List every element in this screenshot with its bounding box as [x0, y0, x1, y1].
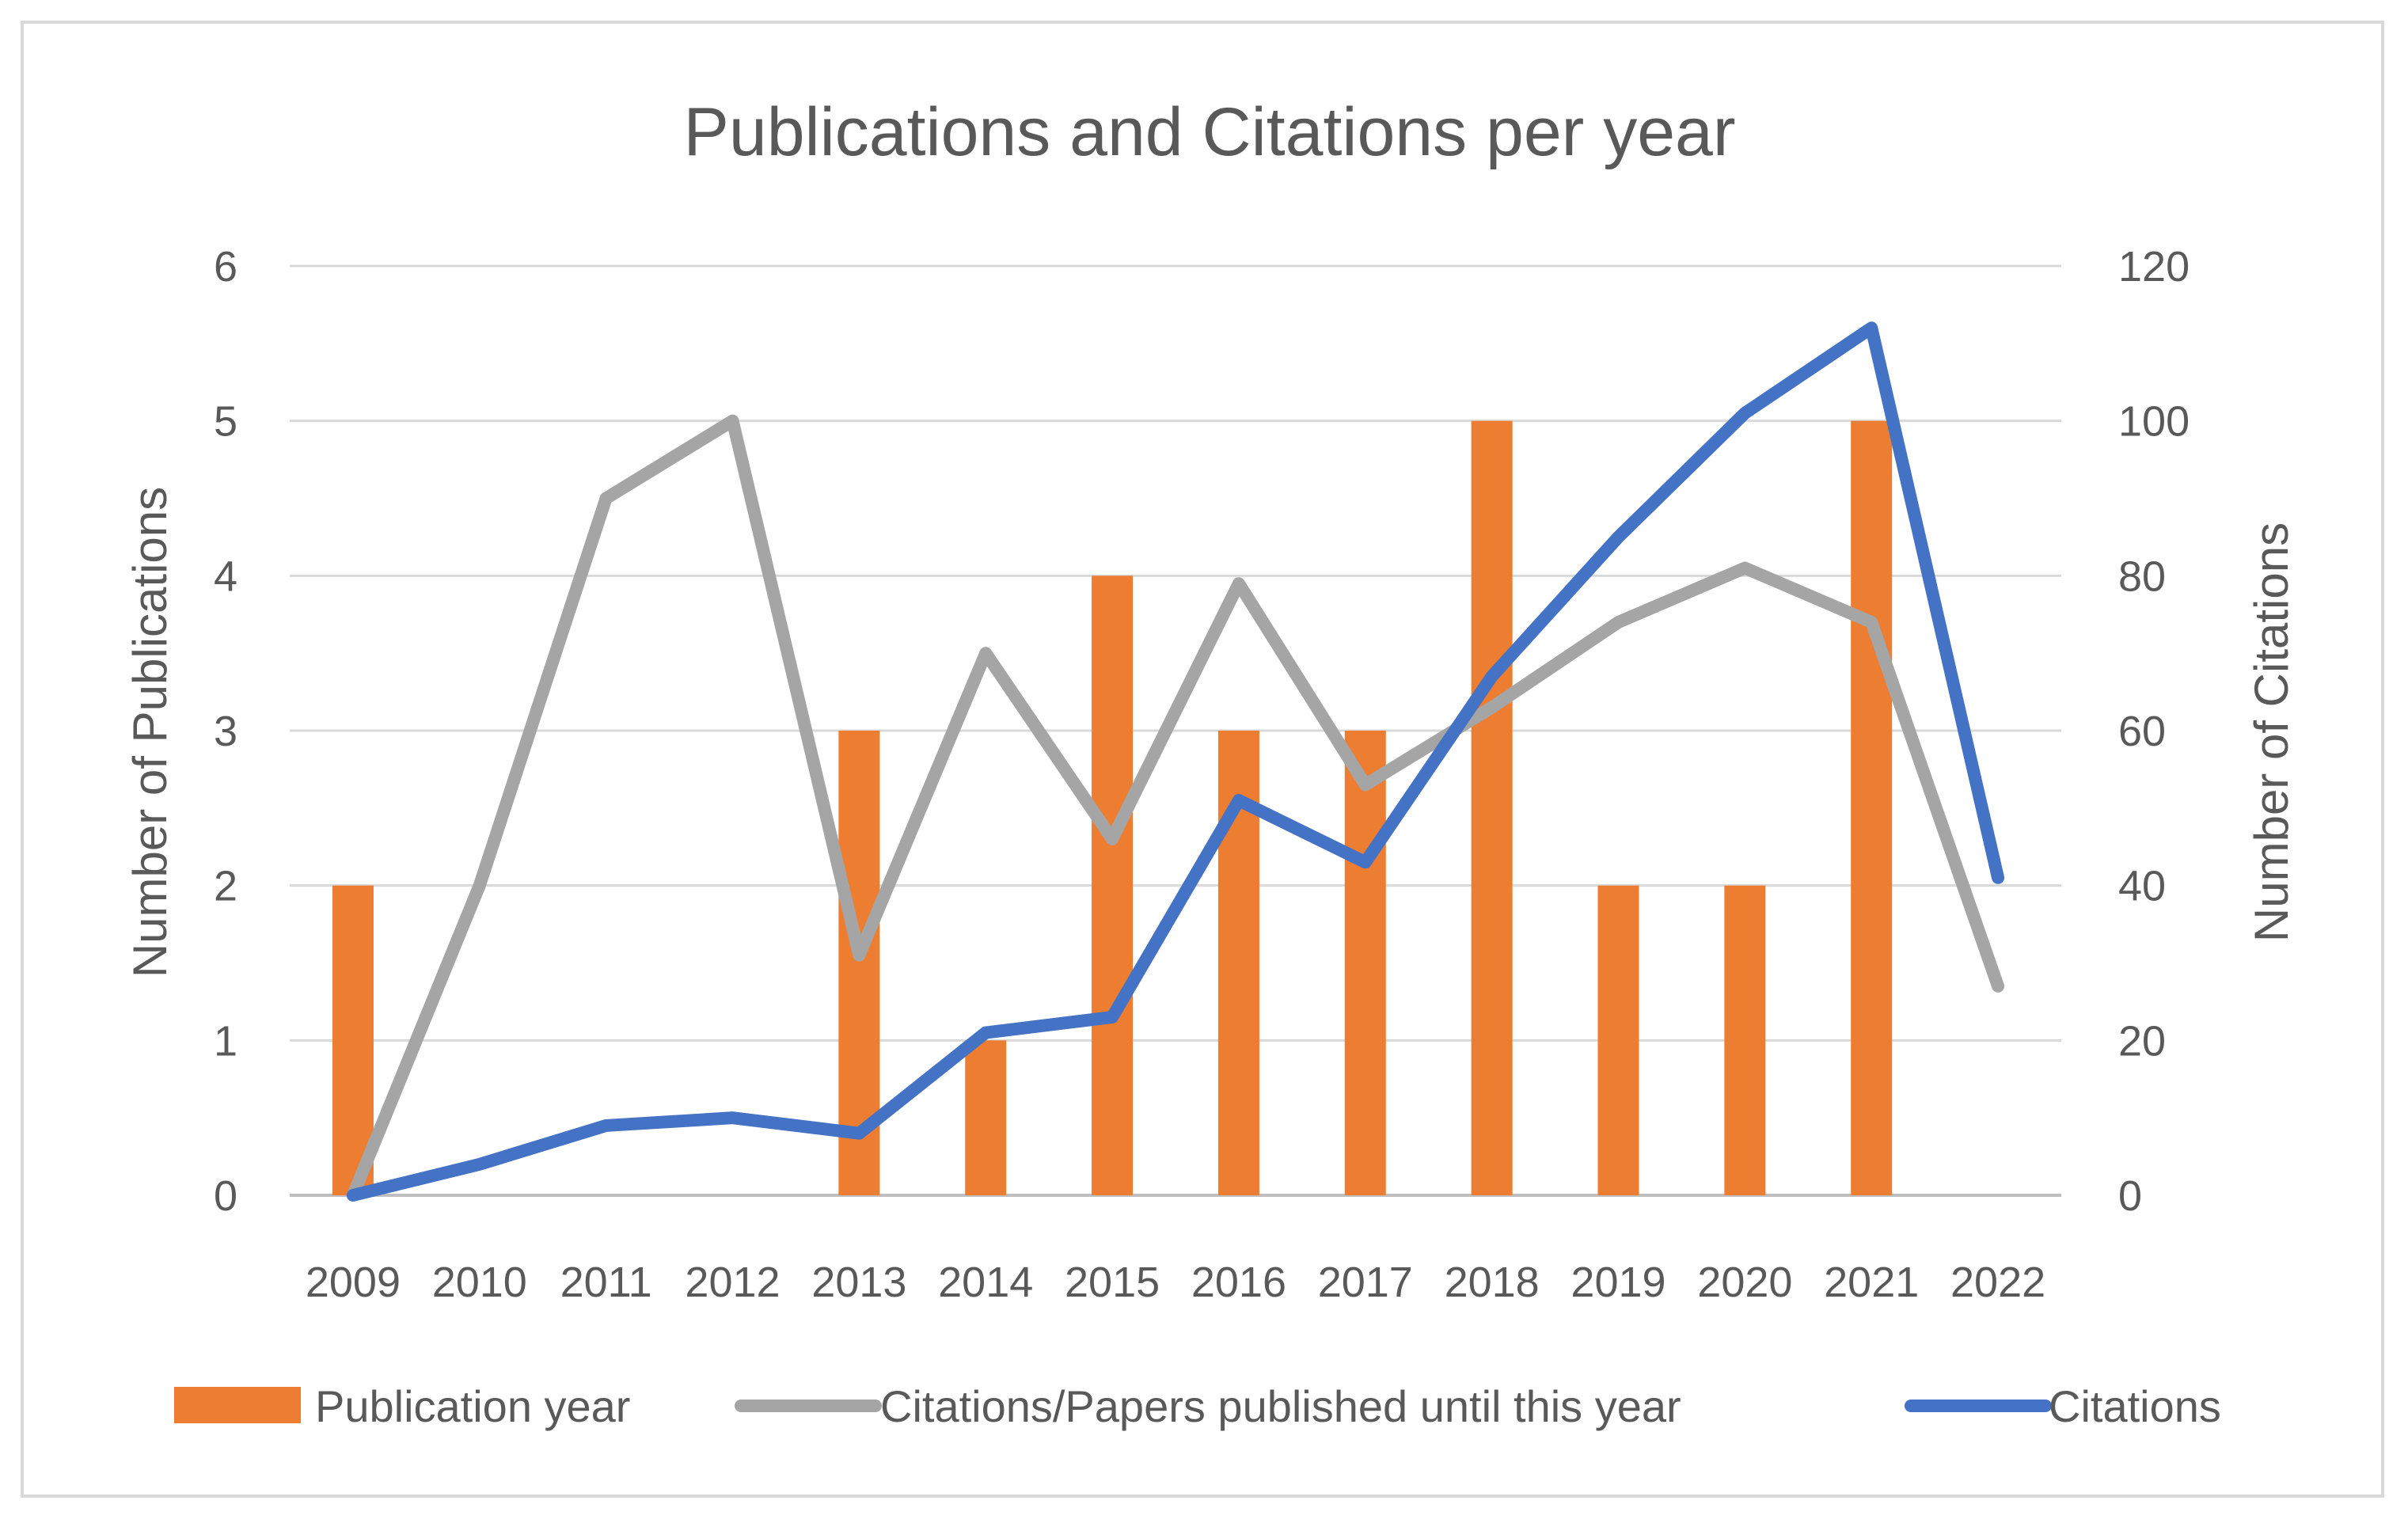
left-tick-label: 3 [214, 708, 237, 755]
y-axis-title-right: Number of Citations [2245, 522, 2298, 942]
right-tick-label: 80 [2118, 553, 2166, 600]
left-axis-ticks: 0 1 2 3 4 5 6 [214, 243, 237, 1220]
left-tick-label: 2 [214, 863, 237, 910]
bar [1344, 731, 1386, 1195]
x-tick-label: 2020 [1697, 1259, 1792, 1306]
legend-label: Citations/Papers published until this ye… [880, 1381, 1681, 1431]
legend-label: Citations [2049, 1381, 2221, 1431]
bar [965, 1040, 1007, 1195]
x-tick-label: 2021 [1824, 1259, 1919, 1306]
x-tick-label: 2012 [685, 1259, 780, 1306]
right-tick-label: 40 [2118, 863, 2166, 910]
right-tick-label: 100 [2118, 398, 2190, 446]
line-series [346, 321, 2005, 1202]
y-axis-title-left: Number of Publications [123, 487, 177, 978]
chart-title: Publications and Citations per year [684, 94, 1736, 170]
right-axis-ticks: 0 20 40 60 80 100 120 [2118, 243, 2190, 1220]
right-tick-label: 60 [2118, 708, 2166, 755]
x-axis-ticks: 2009 2010 2011 2012 2013 2014 2015 2016 2017 2018… [306, 1259, 2045, 1306]
x-tick-label: 2009 [306, 1259, 401, 1306]
gridlines [290, 264, 2061, 1197]
left-tick-label: 0 [214, 1172, 237, 1220]
bar [1851, 420, 1893, 1195]
x-tick-label: 2018 [1445, 1259, 1540, 1306]
right-tick-label: 0 [2118, 1172, 2142, 1220]
citations-line [346, 321, 2005, 1202]
legend: Publication year Citations/Papers publish… [174, 1381, 2221, 1431]
x-tick-label: 2017 [1318, 1259, 1413, 1306]
left-tick-label: 4 [214, 553, 237, 600]
x-tick-label: 2016 [1191, 1259, 1286, 1306]
bar [1092, 575, 1134, 1195]
left-tick-label: 6 [214, 243, 237, 291]
x-tick-label: 2022 [1950, 1259, 2045, 1306]
left-tick-label: 1 [214, 1017, 237, 1065]
bar [1724, 885, 1766, 1195]
x-tick-label: 2014 [938, 1259, 1033, 1306]
x-tick-label: 2015 [1065, 1259, 1160, 1306]
bar [332, 885, 374, 1195]
x-tick-label: 2011 [560, 1259, 652, 1306]
bar [1597, 885, 1639, 1195]
legend-label: Publication year [315, 1381, 630, 1431]
legend-swatch-bar [174, 1387, 301, 1423]
x-tick-label: 2019 [1571, 1259, 1665, 1306]
right-tick-label: 120 [2118, 243, 2190, 291]
bar-series [332, 420, 1893, 1195]
x-tick-label: 2013 [811, 1259, 906, 1306]
left-tick-label: 5 [214, 398, 237, 446]
x-tick-label: 2010 [432, 1259, 527, 1306]
bar [1471, 420, 1513, 1195]
right-tick-label: 20 [2118, 1017, 2166, 1065]
citations-per-paper-line [346, 414, 2005, 1202]
